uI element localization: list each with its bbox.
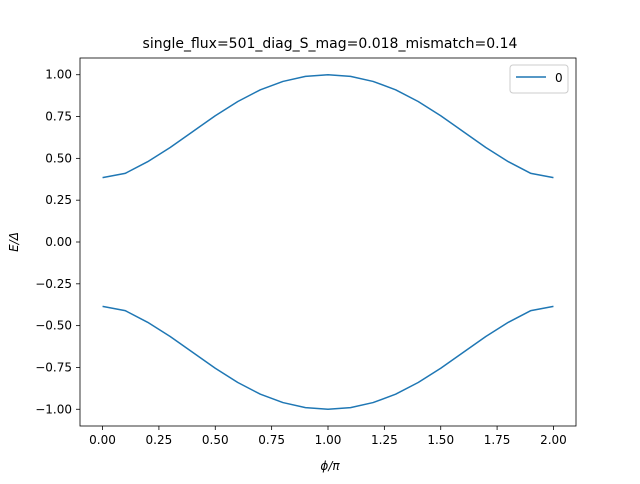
legend-label: 0 [555, 71, 563, 85]
x-tick-label: 0.25 [146, 433, 173, 447]
x-tick-label: 0.50 [202, 433, 229, 447]
axis-ticks: 0.00 0.25 0.50 0.75 1.00 1.25 1.50 1.75 2.00 −1.0… [35, 68, 567, 447]
y-tick-label: −0.50 [35, 319, 72, 333]
series-line-1 [102, 305, 554, 411]
axes-frame [79, 57, 577, 427]
x-tick-label: 0.00 [89, 433, 116, 447]
y-tick-label: 0.75 [45, 110, 72, 124]
series-line-0 [102, 73, 554, 179]
y-tick-label: 0.50 [45, 151, 72, 165]
y-tick-label: −0.25 [35, 277, 72, 291]
legend-box [509, 64, 569, 94]
x-tick-label: 2.00 [540, 433, 567, 447]
x-tick-label: 1.00 [315, 433, 342, 447]
chart-title: single_flux=501_diag_S_mag=0.018_mismatc… [143, 36, 518, 52]
y-tick-label: 1.00 [45, 68, 72, 82]
x-tick-label: 0.75 [258, 433, 285, 447]
x-tick-label: 1.25 [371, 433, 398, 447]
y-axis-label: E/Δ [7, 232, 21, 252]
y-tick-label: −0.75 [35, 360, 72, 374]
y-tick-label: 0.25 [45, 193, 72, 207]
x-tick-label: 1.75 [484, 433, 511, 447]
y-tick-label: −1.00 [35, 402, 72, 416]
legend: 0 [509, 64, 569, 94]
x-axis-label: ϕ/π [320, 459, 340, 473]
y-tick-label: 0.00 [45, 235, 72, 249]
x-tick-label: 1.50 [427, 433, 454, 447]
plot-area [79, 57, 577, 427]
